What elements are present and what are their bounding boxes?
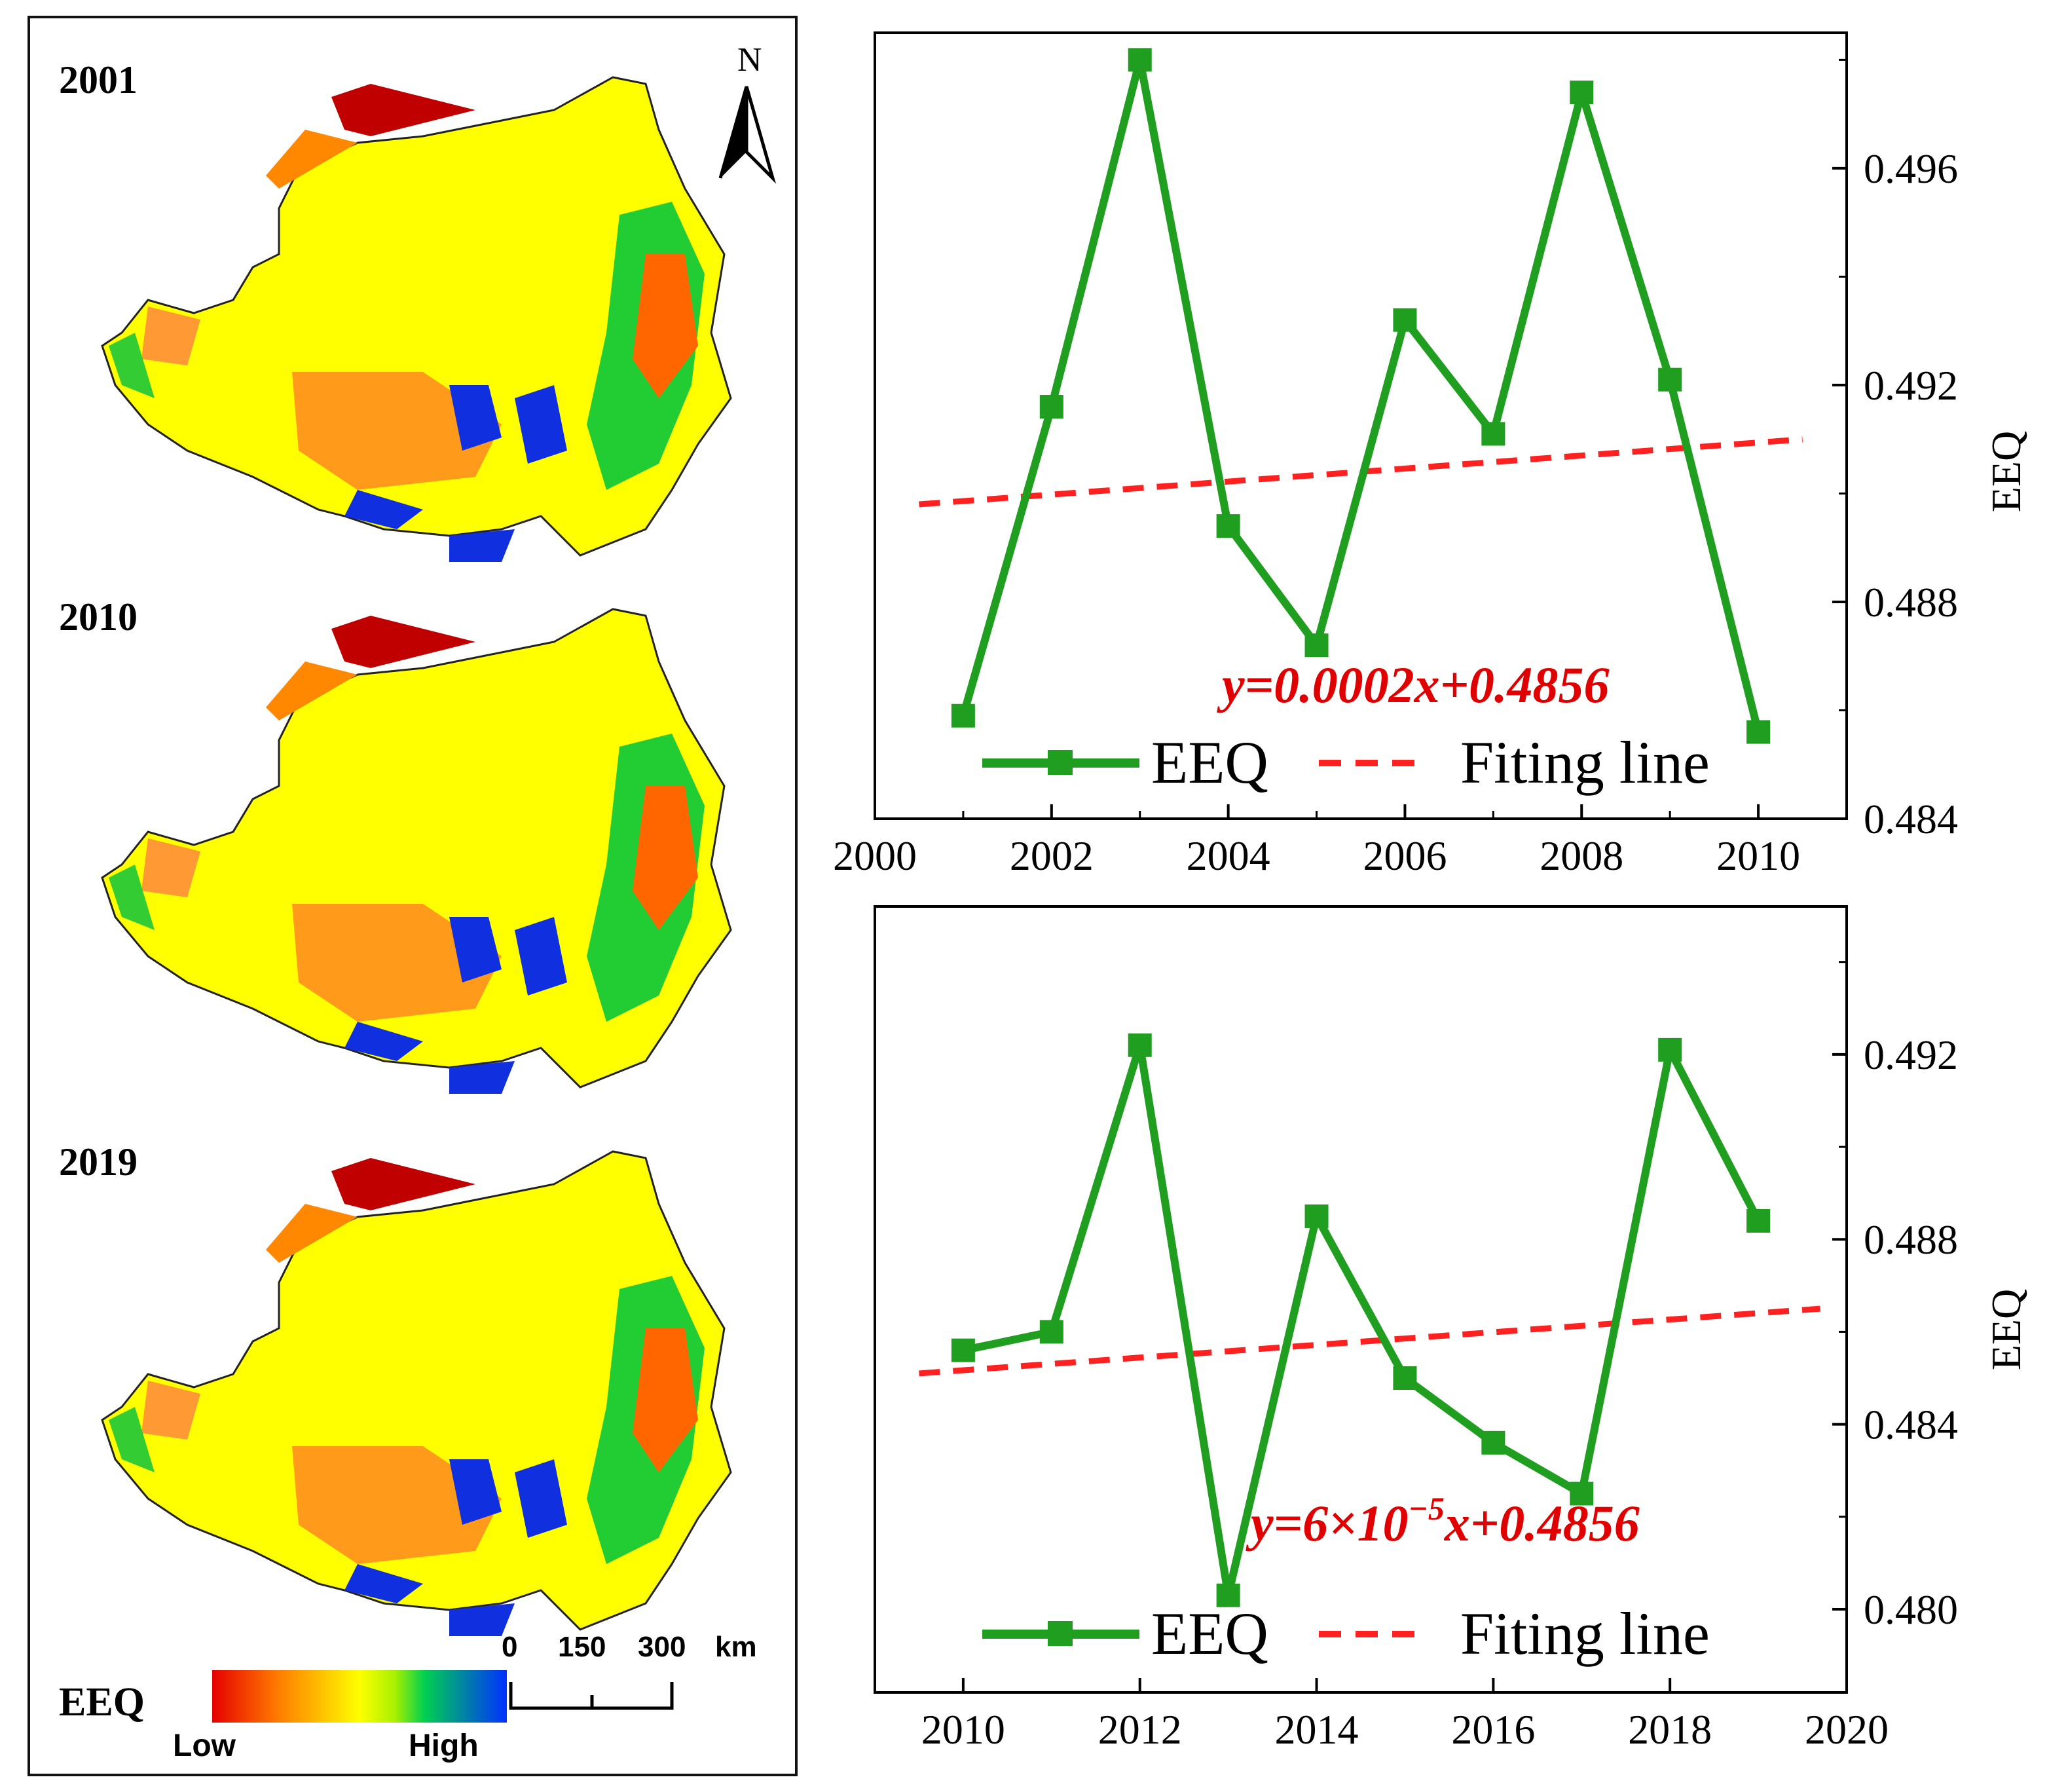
chart-top-equation: y=0.0002x+0.4856 bbox=[1217, 656, 1610, 713]
y-tick-label: 0.496 bbox=[1864, 145, 1958, 192]
y-tick-label: 0.488 bbox=[1864, 1216, 1958, 1263]
x-tick-label: 2018 bbox=[1628, 1706, 1712, 1753]
eeq-point bbox=[1481, 422, 1505, 446]
y-tick-label: 0.488 bbox=[1864, 579, 1958, 625]
map-panel: 2001 2010 2019 N EEQ Low High 0 150 300 … bbox=[28, 16, 798, 1776]
eeq-point bbox=[1393, 1366, 1417, 1390]
chart-bottom-legend: EEQ Fiting line bbox=[982, 1600, 1710, 1667]
scale-unit: km bbox=[715, 1631, 757, 1663]
eeq-point bbox=[1746, 1209, 1771, 1233]
x-tick-label: 2006 bbox=[1363, 832, 1447, 879]
eeq-point bbox=[1039, 1320, 1063, 1344]
equation-exponent: −5 bbox=[1409, 1490, 1445, 1527]
eeq-point bbox=[1128, 48, 1152, 72]
equation-part-1: y=6×10 bbox=[1246, 1495, 1409, 1552]
year-label-2010: 2010 bbox=[59, 595, 138, 639]
x-tick-label: 2010 bbox=[1716, 832, 1800, 879]
x-tick-label: 2004 bbox=[1187, 832, 1270, 879]
legend-fit-label: Fiting line bbox=[1460, 1600, 1710, 1667]
chart-bottom-eeq-series bbox=[951, 1033, 1771, 1607]
scale-tick-150: 150 bbox=[558, 1631, 606, 1663]
fit-line bbox=[919, 1305, 1820, 1377]
chart-bottom-ylabel: EEQ bbox=[1983, 1289, 2029, 1370]
legend-eeq-label: EEQ bbox=[1151, 1600, 1268, 1667]
x-tick-label: 2012 bbox=[1098, 1706, 1182, 1753]
chart-top: 2000 2002 2004 2006 2008 2010 0.484 0.488 0.492 0… bbox=[833, 31, 2029, 879]
x-tick-label: 2000 bbox=[833, 832, 917, 879]
eeq-line bbox=[959, 56, 1762, 734]
eeq-point bbox=[1570, 1482, 1594, 1506]
eeq-point bbox=[951, 703, 975, 728]
legend-eeq-marker bbox=[1048, 750, 1073, 775]
chart-top-axes: 2000 2002 2004 2006 2008 2010 0.484 0.488 0.492 0… bbox=[833, 58, 1958, 879]
eeq-point bbox=[951, 1338, 975, 1362]
eeq-point bbox=[1570, 81, 1594, 105]
x-tick-label: 2008 bbox=[1540, 832, 1623, 879]
legend-fit-label: Fiting line bbox=[1460, 729, 1710, 796]
x-tick-label: 2014 bbox=[1275, 1706, 1359, 1753]
legend-eeq-marker bbox=[1048, 1621, 1073, 1646]
eeq-point bbox=[1393, 308, 1417, 332]
equation-part-2: x+0.4856 bbox=[1444, 1495, 1640, 1552]
eeq-point bbox=[1304, 633, 1329, 658]
eeq-line bbox=[962, 1041, 1762, 1599]
north-arrow-icon: N bbox=[718, 41, 777, 184]
scale-tick-0: 0 bbox=[502, 1631, 518, 1663]
eeq-point bbox=[1481, 1430, 1505, 1455]
chart-top-legend: EEQ Fiting line bbox=[982, 729, 1710, 796]
eeq-point bbox=[1216, 1583, 1240, 1607]
chart-top-frame bbox=[874, 31, 1848, 820]
legend-eeq-label: EEQ bbox=[1151, 729, 1268, 796]
eeq-point bbox=[1039, 395, 1063, 419]
x-tick-label: 2016 bbox=[1451, 1706, 1535, 1753]
scale-bar bbox=[509, 1682, 674, 1710]
legend-low-label: Low bbox=[173, 1728, 236, 1763]
eeq-point bbox=[1658, 367, 1682, 392]
y-tick-label: 0.484 bbox=[1864, 796, 1958, 842]
scale-tick-300: 300 bbox=[638, 1631, 686, 1663]
chart-top-eeq-series bbox=[951, 48, 1771, 744]
x-tick-label: 2010 bbox=[921, 1706, 1005, 1753]
eeq-point bbox=[1658, 1037, 1682, 1062]
x-tick-label: 2020 bbox=[1805, 1706, 1889, 1753]
eeq-point bbox=[1304, 1204, 1329, 1228]
y-tick-label: 0.492 bbox=[1864, 1032, 1958, 1078]
year-label-2019: 2019 bbox=[59, 1140, 138, 1184]
legend-high-label: High bbox=[409, 1728, 479, 1763]
chart-bottom-axes: 2010 2012 2014 2016 2018 2020 0.480 0.484 0.488 0… bbox=[921, 961, 1958, 1753]
legend-color-ramp bbox=[212, 1670, 507, 1723]
x-tick-label: 2002 bbox=[1010, 832, 1094, 879]
y-tick-label: 0.492 bbox=[1864, 362, 1958, 409]
legend-title: EEQ bbox=[59, 1680, 145, 1725]
eeq-point bbox=[1216, 514, 1240, 538]
y-tick-label: 0.484 bbox=[1864, 1402, 1958, 1448]
chart-top-ylabel: EEQ bbox=[1983, 431, 2029, 512]
eeq-point bbox=[1746, 720, 1771, 744]
y-tick-label: 0.480 bbox=[1864, 1586, 1958, 1633]
chart-bottom-fit-line bbox=[919, 1305, 1820, 1377]
eeq-point bbox=[1128, 1033, 1152, 1057]
chart-bottom-frame bbox=[874, 905, 1848, 1694]
year-label-2001: 2001 bbox=[59, 58, 138, 102]
chart-bottom-equation: y=6×10−5x+0.4856 bbox=[1246, 1490, 1640, 1552]
north-label: N bbox=[737, 41, 762, 79]
